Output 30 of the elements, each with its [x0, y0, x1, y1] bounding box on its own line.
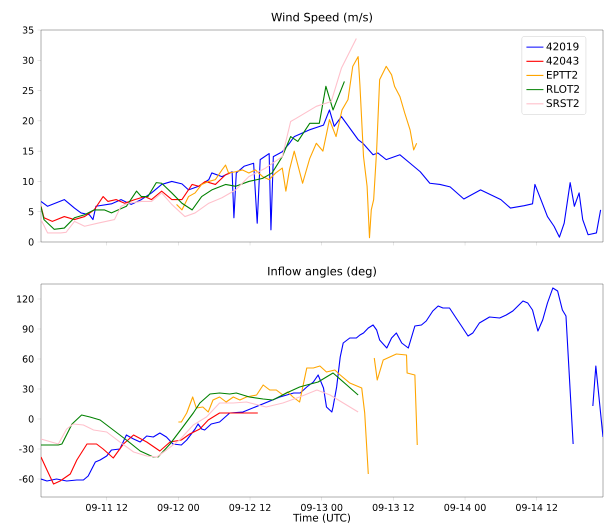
- y-tick-label: 35: [22, 26, 34, 34]
- chart-title: Inflow angles (deg): [268, 266, 376, 278]
- y-tick-label: 20: [22, 117, 34, 124]
- legend-label: RLOT2: [546, 85, 579, 93]
- legend-label: 42043: [546, 56, 578, 65]
- y-tick-label: 30: [22, 56, 34, 64]
- y-tick-label: -60: [19, 475, 34, 483]
- legend-label: 42019: [546, 42, 578, 50]
- chart-title: Wind Speed (m/s): [271, 12, 372, 24]
- x-tick-label: 09-13 12: [372, 504, 414, 512]
- y-tick-label: 10: [23, 178, 34, 186]
- y-tick-label: 60: [22, 355, 34, 363]
- legend-label: SRST2: [546, 99, 579, 108]
- y-tick-label: 0: [28, 238, 34, 246]
- y-tick-label: 30: [22, 385, 34, 393]
- y-tick-label: 120: [17, 295, 34, 303]
- x-tick-label: 09-11 12: [86, 504, 128, 512]
- y-tick-label: -30: [19, 445, 34, 453]
- x-tick-label: 09-13 00: [301, 504, 342, 512]
- y-tick-label: 0: [28, 415, 34, 423]
- x-tick-label: 09-14 12: [516, 504, 558, 512]
- y-tick-label: 90: [22, 325, 34, 333]
- y-tick-label: 5: [28, 208, 34, 216]
- y-tick-label: 25: [22, 86, 34, 94]
- legend-label: EPTT2: [546, 70, 578, 79]
- x-tick-label: 09-14 00: [444, 504, 486, 512]
- x-axis-title: Time (UTC): [293, 514, 350, 523]
- x-tick-label: 09-12 00: [158, 504, 199, 512]
- y-tick-label: 15: [23, 148, 34, 155]
- x-tick-label: 09-12 12: [229, 504, 270, 512]
